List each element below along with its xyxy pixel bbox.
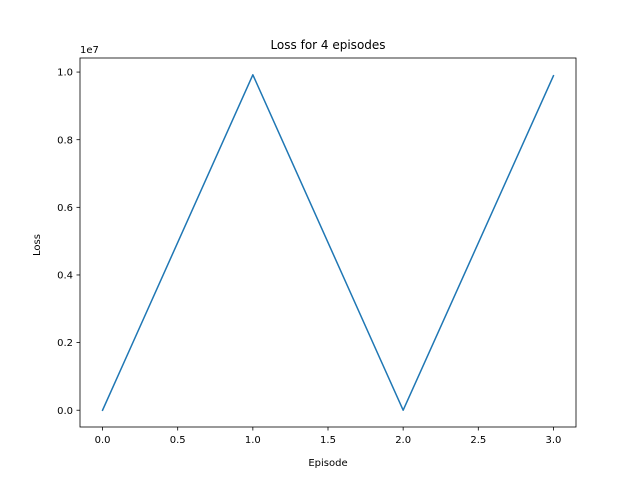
x-tick-label: 2.0 (395, 435, 411, 446)
y-tick-label: 0.4 (57, 271, 73, 282)
y-axis-offset-label: 1e7 (80, 45, 99, 56)
plot-area: 0.0 0.5 1.0 1.5 2.0 2.5 3.0 0.0 0.2 0.4 0.6 0.8 1.0 (57, 57, 577, 446)
chart-title: Loss for 4 episodes (270, 38, 385, 52)
y-tick-label: 0.8 (57, 135, 73, 146)
x-tick-label: 0.5 (170, 435, 186, 446)
x-tick-label: 3.0 (546, 435, 562, 446)
x-tick-label: 0.0 (95, 435, 111, 446)
y-tick-label: 1.0 (57, 68, 73, 79)
x-axis-label: Episode (308, 458, 347, 469)
y-tick-label: 0.2 (57, 338, 73, 349)
series-line-0 (101, 74, 555, 412)
x-tick-label: 1.0 (245, 435, 261, 446)
y-tick-label: 0.0 (57, 406, 73, 417)
x-tick-label: 1.5 (320, 435, 336, 446)
y-tick-label: 0.6 (57, 203, 73, 214)
y-axis-label: Loss (32, 234, 43, 256)
x-tick-label: 2.5 (470, 435, 486, 446)
